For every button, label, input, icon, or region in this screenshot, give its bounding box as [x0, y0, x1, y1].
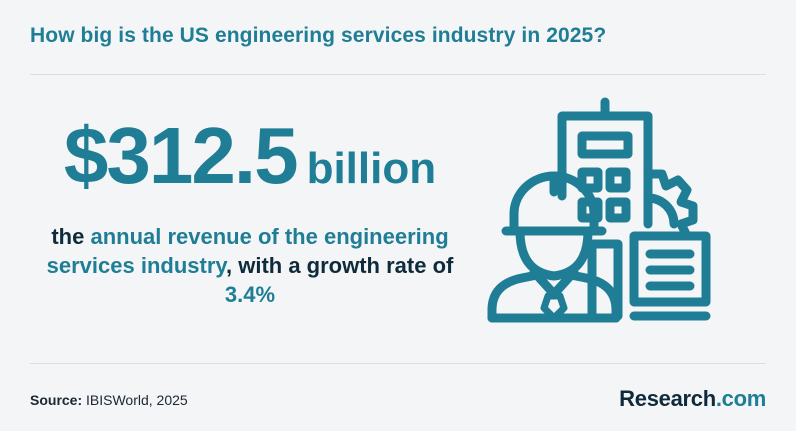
stat-unit: billion — [306, 144, 437, 193]
bottom-divider — [30, 363, 766, 364]
desc-text-2: , with a growth rate of — [226, 253, 454, 278]
brand-suffix: .com — [715, 386, 766, 411]
brand-logo: Research.com — [619, 386, 766, 412]
engineer-with-building-and-gear-icon — [487, 97, 711, 323]
headline-stat: $312.5 billion — [0, 110, 500, 202]
stat-amount: $312.5 — [63, 111, 299, 200]
stat-description: the annual revenue of the engineering se… — [20, 222, 480, 309]
desc-text-1: the — [51, 224, 91, 249]
source-citation: Source: IBISWorld, 2025 — [30, 392, 188, 408]
desc-highlight-growth: 3.4% — [224, 282, 276, 307]
brand-main: Research — [619, 386, 716, 411]
source-label: Source: — [30, 392, 83, 408]
desc-highlight-revenue: annual revenue of the engineering servic… — [46, 224, 449, 278]
page-title: How big is the US engineering services i… — [30, 24, 607, 47]
top-divider — [30, 74, 766, 75]
source-value: IBISWorld, 2025 — [82, 392, 188, 408]
